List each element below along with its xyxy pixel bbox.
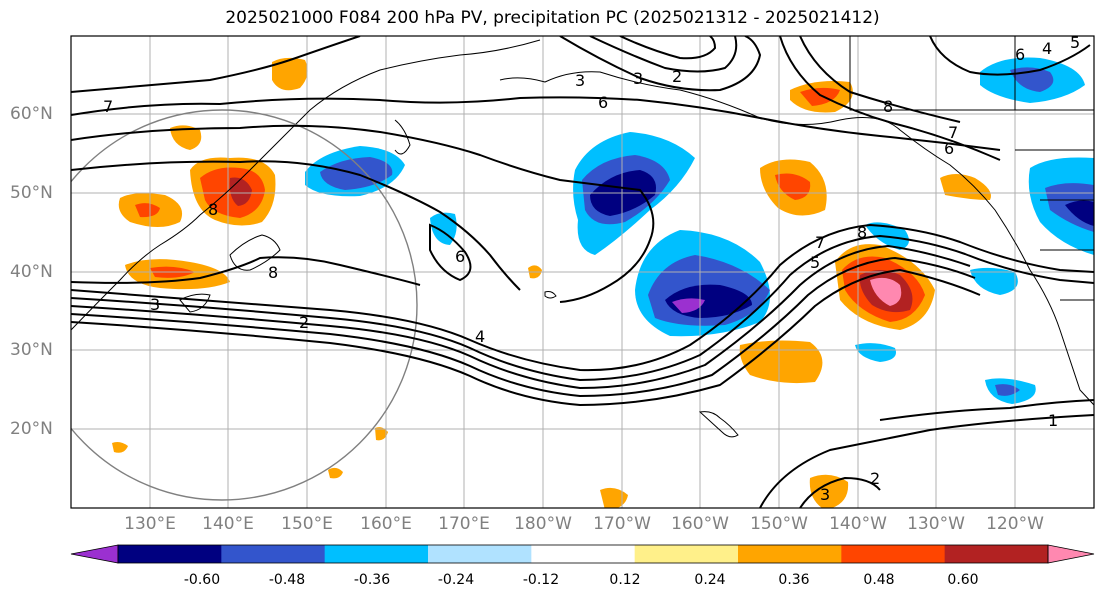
map-title: 2025021000 F084 200 hPa PV, precipitatio…	[225, 8, 880, 28]
colorbar-segment	[221, 545, 326, 563]
contour-label: 6	[944, 139, 954, 158]
contour-label: 3	[150, 295, 160, 314]
contour-label: 1	[1048, 411, 1058, 430]
lat-label: 60°N	[10, 104, 53, 124]
contour-label: 8	[208, 200, 218, 219]
colorbar	[70, 544, 1095, 564]
colorbar-segment	[118, 545, 222, 563]
lon-label: 150°W	[750, 514, 808, 534]
colorbar-tick-label: -0.12	[522, 572, 560, 588]
colorbar-extend-high	[1047, 544, 1095, 564]
graticule	[71, 36, 1094, 508]
pv-contours	[71, 36, 1094, 508]
contour-label: 6	[1015, 45, 1025, 64]
lon-label: 120°W	[986, 514, 1044, 534]
contour-label: 3	[575, 71, 585, 90]
colorbar-tick-label: -0.60	[183, 572, 221, 588]
colorbar-segment	[428, 545, 532, 563]
contour-label: 6	[455, 247, 465, 266]
lat-label: 20°N	[10, 419, 53, 439]
lon-label: 140°W	[829, 514, 887, 534]
contour-label: 4	[475, 327, 485, 346]
colorbar-tick-label: 0.48	[863, 572, 895, 588]
lat-label: 30°N	[10, 340, 53, 360]
contour-label: 5	[810, 253, 820, 272]
lat-label: 50°N	[10, 183, 53, 203]
contour-labels: 7 3 4 3 2 6 8 7 6 8 3 2 4 8 7 8 5 6 1 2 …	[103, 33, 1080, 504]
contour-label: 7	[948, 123, 958, 142]
contour-label: 8	[857, 223, 867, 242]
colorbar-segment	[634, 545, 739, 563]
lon-label: 140°E	[202, 514, 254, 534]
colorbar-frame	[117, 544, 1049, 564]
colorbar-tick-label: 0.60	[947, 572, 979, 588]
lon-label: 130°W	[907, 514, 965, 534]
contour-label: 5	[1070, 33, 1080, 52]
colorbar-segment	[841, 545, 946, 563]
contour-label: 7	[815, 233, 825, 252]
colorbar-extend-low	[70, 544, 119, 564]
colorbar-tick-label: -0.24	[437, 572, 475, 588]
colorbar-tick-label: 0.12	[609, 572, 641, 588]
contour-label: 6	[598, 93, 608, 112]
lon-label: 150°E	[281, 514, 333, 534]
region-circle	[71, 109, 418, 501]
colorbar-segment	[531, 545, 636, 563]
colorbar-segment	[944, 545, 1049, 563]
contour-label: 2	[299, 313, 309, 332]
lon-label: 160°W	[671, 514, 729, 534]
colorbar-tick-label: -0.36	[353, 572, 391, 588]
contour-label: 3	[820, 485, 830, 504]
contour-label: 2	[672, 67, 682, 86]
lat-label: 40°N	[10, 262, 53, 282]
lon-label: 180°W	[514, 514, 572, 534]
contour-label: 8	[883, 97, 893, 116]
contour-label: 4	[1042, 39, 1052, 58]
colorbar-tick-label: -0.48	[268, 572, 306, 588]
contour-label: 8	[268, 263, 278, 282]
lon-label: 170°E	[438, 514, 490, 534]
lon-label: 170°W	[593, 514, 651, 534]
contour-label: 2	[870, 469, 880, 488]
colorbar-segment	[738, 545, 842, 563]
contour-label: 3	[633, 69, 643, 88]
colorbar-tick-label: 0.24	[694, 572, 726, 588]
colorbar-tick-label: 0.36	[778, 572, 810, 588]
colorbar-segment	[324, 545, 429, 563]
map-frame	[70, 35, 1095, 509]
lon-label: 130°E	[124, 514, 176, 534]
lon-label: 160°E	[360, 514, 412, 534]
contour-label: 7	[103, 97, 113, 116]
